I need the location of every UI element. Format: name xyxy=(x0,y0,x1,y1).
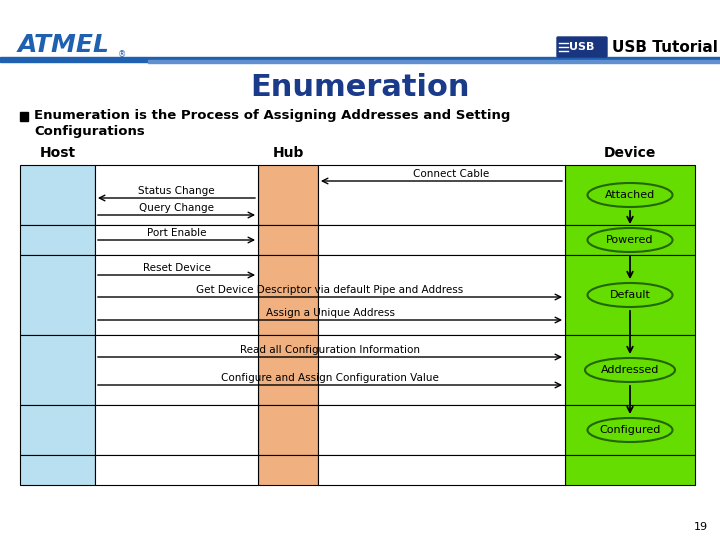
Bar xyxy=(95,165,258,225)
Bar xyxy=(20,255,95,335)
Bar xyxy=(565,405,695,455)
Bar xyxy=(148,60,720,63)
Bar xyxy=(565,165,695,225)
Text: 19: 19 xyxy=(694,522,708,532)
Text: Read all Configuration Information: Read all Configuration Information xyxy=(240,345,420,355)
Ellipse shape xyxy=(585,358,675,382)
Bar xyxy=(258,405,318,455)
Ellipse shape xyxy=(588,228,672,252)
Bar xyxy=(0,57,720,62)
Bar xyxy=(20,225,95,255)
Text: ATMEL: ATMEL xyxy=(18,33,110,57)
Bar xyxy=(95,255,258,335)
Ellipse shape xyxy=(588,183,672,207)
Text: Configure and Assign Configuration Value: Configure and Assign Configuration Value xyxy=(221,373,439,383)
Bar xyxy=(565,225,695,255)
Bar xyxy=(318,165,565,225)
Bar xyxy=(258,335,318,405)
Text: Enumeration is the Process of Assigning Addresses and Setting: Enumeration is the Process of Assigning … xyxy=(34,110,510,123)
Text: Enumeration: Enumeration xyxy=(251,73,469,103)
Bar xyxy=(20,455,95,485)
Bar xyxy=(565,455,695,485)
Text: Addressed: Addressed xyxy=(600,365,660,375)
Text: ®: ® xyxy=(118,51,126,59)
Text: Configured: Configured xyxy=(599,425,661,435)
Bar xyxy=(565,255,695,335)
Text: Default: Default xyxy=(610,290,650,300)
Bar xyxy=(318,455,565,485)
Text: Assign a Unique Address: Assign a Unique Address xyxy=(266,308,395,318)
Bar xyxy=(95,455,258,485)
Text: Port Enable: Port Enable xyxy=(147,228,206,238)
Ellipse shape xyxy=(588,283,672,307)
Text: Reset Device: Reset Device xyxy=(143,263,210,273)
Bar xyxy=(258,255,318,335)
FancyBboxPatch shape xyxy=(557,37,607,57)
Text: USB Tutorial: USB Tutorial xyxy=(612,39,718,55)
Bar xyxy=(95,335,258,405)
Bar xyxy=(318,405,565,455)
Bar xyxy=(20,335,95,405)
Bar xyxy=(20,405,95,455)
Bar xyxy=(318,225,565,255)
Text: Hub: Hub xyxy=(272,146,304,160)
Text: Configurations: Configurations xyxy=(34,125,145,138)
Text: Powered: Powered xyxy=(606,235,654,245)
Bar xyxy=(565,335,695,405)
Text: Device: Device xyxy=(604,146,656,160)
Text: Query Change: Query Change xyxy=(139,203,214,213)
Bar xyxy=(318,335,565,405)
Bar xyxy=(20,165,95,225)
Bar xyxy=(95,225,258,255)
Text: Status Change: Status Change xyxy=(138,186,215,196)
Text: Connect Cable: Connect Cable xyxy=(413,169,490,179)
Ellipse shape xyxy=(588,418,672,442)
Bar xyxy=(95,405,258,455)
Text: USB: USB xyxy=(570,42,595,52)
Text: Attached: Attached xyxy=(605,190,655,200)
Bar xyxy=(20,112,28,121)
Bar xyxy=(258,165,318,225)
Text: Get Device Descriptor via default Pipe and Address: Get Device Descriptor via default Pipe a… xyxy=(197,285,464,295)
Bar xyxy=(258,455,318,485)
Text: Host: Host xyxy=(40,146,76,160)
Bar xyxy=(258,225,318,255)
Bar xyxy=(318,255,565,335)
